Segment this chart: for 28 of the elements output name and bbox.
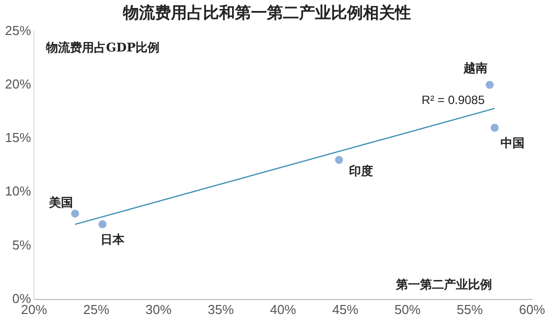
x-tick-label: 40% (270, 302, 296, 317)
x-axis-title: 第一第二产业比例 (395, 278, 492, 292)
x-tick-label: 50% (394, 302, 421, 317)
y-tick-label: 25% (4, 22, 32, 38)
x-tick-label: 55% (456, 302, 484, 317)
annotation: 印度 (349, 164, 374, 178)
y-tick-label: 20% (4, 76, 32, 92)
point (98, 220, 106, 228)
x-tick-label: 45% (332, 302, 359, 317)
y-tick-label: 10% (4, 184, 32, 199)
x-tick-label: 30% (146, 302, 172, 317)
point (490, 124, 499, 132)
point (486, 80, 494, 89)
y-tick-label: 0% (12, 290, 32, 306)
y-tick-label: 5% (12, 237, 32, 252)
y-tick-label: 15% (4, 130, 32, 146)
point (335, 156, 344, 164)
x-tick-label: 35% (208, 302, 234, 317)
point (71, 210, 80, 218)
annotation: 日本 (100, 232, 126, 246)
annotation: 美国 (48, 196, 74, 210)
annotation: R² = 0.9085 (422, 92, 485, 107)
chart-title: 物流费用占比和第一第二产业比例相关性 (122, 2, 411, 22)
x-tick-label: 25% (83, 302, 110, 317)
y-axis-title: 物流费用占GDP比例 (45, 40, 160, 54)
x-tick-label: 60% (518, 302, 546, 317)
annotation: 中国 (500, 136, 525, 150)
annotation: 越南 (462, 60, 488, 75)
